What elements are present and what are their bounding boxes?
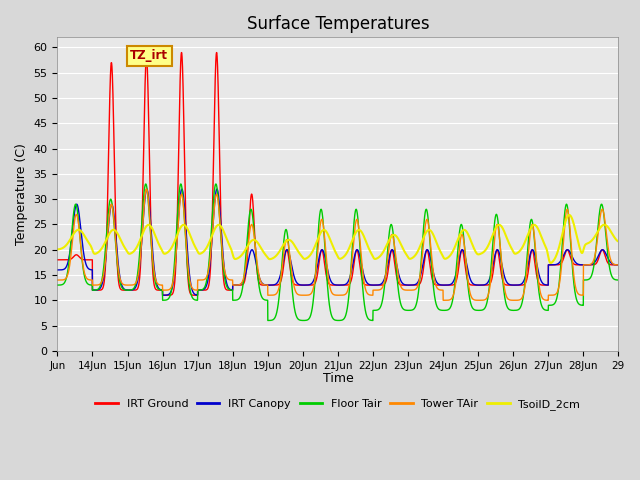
TsoilD_2cm bbox=[565, 212, 573, 218]
TsoilD_2cm bbox=[150, 229, 158, 235]
Floor Tair bbox=[264, 318, 271, 324]
IRT Canopy bbox=[493, 247, 500, 253]
Tower TAir bbox=[439, 298, 447, 303]
TsoilD_2cm bbox=[428, 229, 435, 235]
IRT Ground bbox=[54, 257, 61, 263]
Tower TAir bbox=[484, 290, 492, 296]
IRT Canopy bbox=[484, 278, 492, 284]
X-axis label: Time: Time bbox=[323, 372, 353, 385]
IRT Canopy bbox=[417, 273, 424, 278]
Tower TAir bbox=[493, 222, 500, 228]
Tower TAir bbox=[468, 296, 476, 301]
IRT Ground bbox=[484, 282, 492, 288]
Floor Tair bbox=[468, 305, 476, 311]
Floor Tair bbox=[142, 181, 150, 187]
IRT Ground bbox=[150, 281, 158, 287]
TsoilD_2cm bbox=[417, 243, 424, 249]
Floor Tair bbox=[150, 273, 158, 278]
Title: Surface Temperatures: Surface Temperatures bbox=[246, 15, 429, 33]
IRT Canopy bbox=[614, 262, 622, 268]
Legend: IRT Ground, IRT Canopy, Floor Tair, Tower TAir, TsoilD_2cm: IRT Ground, IRT Canopy, Floor Tair, Towe… bbox=[91, 395, 585, 414]
IRT Ground bbox=[493, 247, 500, 252]
Text: TZ_irt: TZ_irt bbox=[131, 49, 168, 62]
TsoilD_2cm bbox=[547, 260, 554, 266]
Line: IRT Canopy: IRT Canopy bbox=[58, 189, 618, 295]
TsoilD_2cm bbox=[54, 247, 61, 252]
Floor Tair bbox=[54, 282, 61, 288]
TsoilD_2cm bbox=[493, 224, 500, 229]
Floor Tair bbox=[417, 267, 424, 273]
Floor Tair bbox=[484, 290, 492, 296]
Tower TAir bbox=[417, 271, 424, 276]
Line: IRT Ground: IRT Ground bbox=[58, 52, 618, 295]
IRT Ground bbox=[428, 274, 436, 280]
Tower TAir bbox=[150, 269, 158, 275]
Floor Tair bbox=[428, 265, 436, 271]
Tower TAir bbox=[54, 277, 61, 283]
TsoilD_2cm bbox=[484, 242, 492, 248]
Line: Tower TAir: Tower TAir bbox=[58, 189, 618, 300]
IRT Ground bbox=[417, 280, 424, 286]
IRT Canopy bbox=[428, 262, 436, 268]
IRT Canopy bbox=[150, 265, 158, 271]
Y-axis label: Temperature (C): Temperature (C) bbox=[15, 143, 28, 245]
TsoilD_2cm bbox=[468, 240, 476, 246]
Tower TAir bbox=[143, 186, 150, 192]
IRT Canopy bbox=[54, 267, 61, 273]
IRT Canopy bbox=[159, 292, 166, 298]
IRT Ground bbox=[468, 282, 476, 288]
IRT Ground bbox=[159, 292, 166, 298]
Line: TsoilD_2cm: TsoilD_2cm bbox=[58, 215, 618, 263]
IRT Ground bbox=[614, 262, 622, 268]
IRT Canopy bbox=[143, 186, 150, 192]
TsoilD_2cm bbox=[614, 239, 622, 244]
Tower TAir bbox=[428, 253, 435, 259]
Floor Tair bbox=[614, 277, 622, 283]
Line: Floor Tair: Floor Tair bbox=[58, 184, 618, 321]
Floor Tair bbox=[493, 212, 500, 218]
IRT Ground bbox=[212, 49, 220, 55]
IRT Canopy bbox=[468, 280, 476, 286]
Tower TAir bbox=[614, 262, 622, 268]
